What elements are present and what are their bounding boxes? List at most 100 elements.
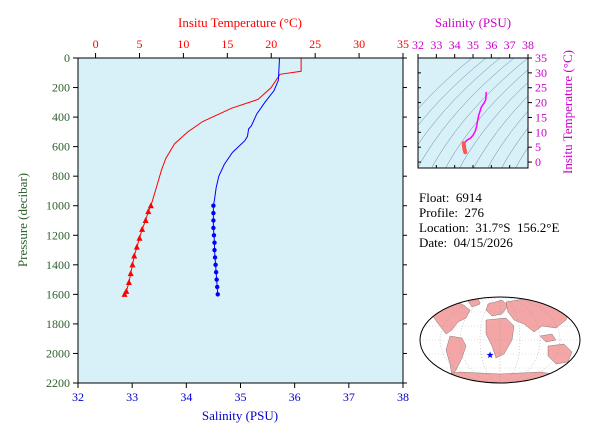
salinity-tick-label: 33: [126, 390, 138, 404]
profile-value: 276: [464, 205, 485, 220]
map-meridian: [439, 297, 561, 383]
ts-curve: [463, 91, 487, 144]
salinity-point: [212, 255, 218, 260]
pressure-tick-label: 2000: [46, 346, 70, 360]
land-australia: [547, 343, 573, 365]
temperature-point: [121, 290, 128, 297]
temperature-point: [139, 225, 146, 232]
ts-temperature-tick-label: 35: [535, 51, 547, 65]
ts-salinity-tick-label: 37: [504, 38, 516, 52]
ts-temperature-tick-label: 25: [535, 81, 547, 95]
salinity-point: [214, 277, 219, 282]
land-europe: [485, 299, 509, 317]
ts-temperature-axis-label: Insitu Temperature (°C): [560, 50, 575, 174]
salinity-point: [211, 233, 217, 238]
ts-salinity-tick-label: 34: [449, 38, 461, 52]
salinity-tick-label: 38: [397, 390, 409, 404]
salinity-axis: 32 33 34 35 36 37 38: [72, 383, 409, 404]
pressure-axis: 0 200 400 600 800 1000 1200 1400 1600 1800 2000 220…: [46, 51, 407, 390]
location-value: 31.7°S 156.2°E: [475, 220, 560, 235]
salinity-profile-line: [212, 57, 280, 295]
temperature-axis-label: Insitu Temperature (°C): [178, 15, 302, 30]
float-location-star: [486, 351, 494, 359]
salinity-tick-label: 35: [235, 390, 247, 404]
temperature-tick-label: 0: [93, 37, 99, 51]
salinity-point: [212, 247, 217, 253]
pressure-axis-label: Pressure (decibar): [15, 173, 30, 267]
ts-temperature-tick-label: 0: [535, 155, 541, 169]
ts-salinity-tick-label: 33: [430, 38, 442, 52]
ts-temperature-tick-label: 30: [535, 66, 547, 80]
salinity-point: [211, 225, 216, 231]
pressure-tick-label: 0: [64, 51, 70, 65]
pressure-tick-label: 800: [52, 169, 70, 183]
temperature-point: [133, 243, 140, 250]
land-south-america: [445, 335, 467, 377]
ts-temperature-tick-label: 5: [535, 140, 541, 154]
density-contour-line: [473, 95, 528, 168]
temperature-tick-label: 30: [353, 37, 365, 51]
temperature-tick-label: 10: [177, 37, 189, 51]
ts-salinity-axis-label: Salinity (PSU): [435, 15, 511, 30]
salinity-point: [215, 292, 220, 297]
salinity-axis-label: Salinity (PSU): [202, 408, 278, 423]
temperature-point: [136, 234, 143, 241]
temperature-point: [129, 261, 136, 268]
temperature-tick-label: 35: [397, 37, 409, 51]
salinity-point: [213, 270, 219, 275]
map-outline: [419, 296, 581, 384]
ts-curve: [461, 141, 468, 155]
profile-label: Profile:: [419, 205, 458, 220]
pressure-tick-label: 1400: [46, 258, 70, 272]
map-meridian: [479, 297, 521, 383]
temperature-point: [127, 270, 134, 277]
map-meridian: [459, 297, 541, 383]
salinity-point: [211, 210, 216, 216]
map-graticule: [420, 297, 580, 383]
ts-temperature-tick-label: 20: [535, 96, 547, 110]
temperature-point: [125, 279, 132, 286]
pressure-tick-label: 400: [52, 110, 70, 124]
location-label: Location:: [419, 220, 469, 235]
salinity-point: [211, 218, 216, 223]
float-label: Float:: [419, 190, 450, 205]
pressure-tick-label: 1600: [46, 287, 70, 301]
info-profile: Profile: 276: [419, 205, 484, 221]
density-contour-line: [459, 82, 528, 168]
profile-series: [121, 57, 302, 297]
ts-salinity-axis: 32 33 34 35 36 37 38: [412, 38, 534, 168]
ts-temperature-tick-label: 15: [535, 110, 547, 124]
date-label: Date:: [419, 235, 448, 250]
pressure-tick-label: 1000: [46, 199, 70, 213]
temperature-point: [131, 252, 138, 259]
temperature-tick-label: 5: [136, 37, 142, 51]
density-contour-line: [487, 110, 528, 168]
salinity-point: [215, 284, 220, 290]
temperature-tick-label: 15: [221, 37, 233, 51]
temperature-axis: 0 5 10 15 20 25 30 35: [93, 37, 409, 58]
salinity-tick-label: 37: [343, 390, 355, 404]
temperature-tick-label: 20: [265, 37, 277, 51]
info-location: Location: 31.7°S 156.2°E: [419, 220, 559, 236]
ts-salinity-tick-label: 32: [412, 38, 424, 52]
float-value: 6914: [455, 190, 482, 205]
salinity-tick-label: 34: [180, 390, 192, 404]
info-float: Float: 6914: [419, 190, 482, 206]
ts-plot-area: [418, 58, 528, 168]
pressure-tick-label: 1200: [46, 228, 70, 242]
float-location-marker: [486, 351, 494, 359]
temperature-tick-label: 25: [309, 37, 321, 51]
salinity-point: [212, 240, 217, 245]
salinity-tick-label: 32: [72, 390, 84, 404]
ts-salinity-tick-label: 35: [467, 38, 479, 52]
temperature-point: [145, 208, 152, 215]
temperature-point: [147, 202, 154, 209]
pressure-tick-label: 1800: [46, 317, 70, 331]
profile-plot-area: [78, 58, 403, 383]
date-value: 04/15/2026: [453, 235, 513, 250]
world-map: [419, 296, 581, 384]
temperature-point: [142, 217, 149, 223]
info-date: Date: 04/15/2026: [419, 235, 513, 251]
